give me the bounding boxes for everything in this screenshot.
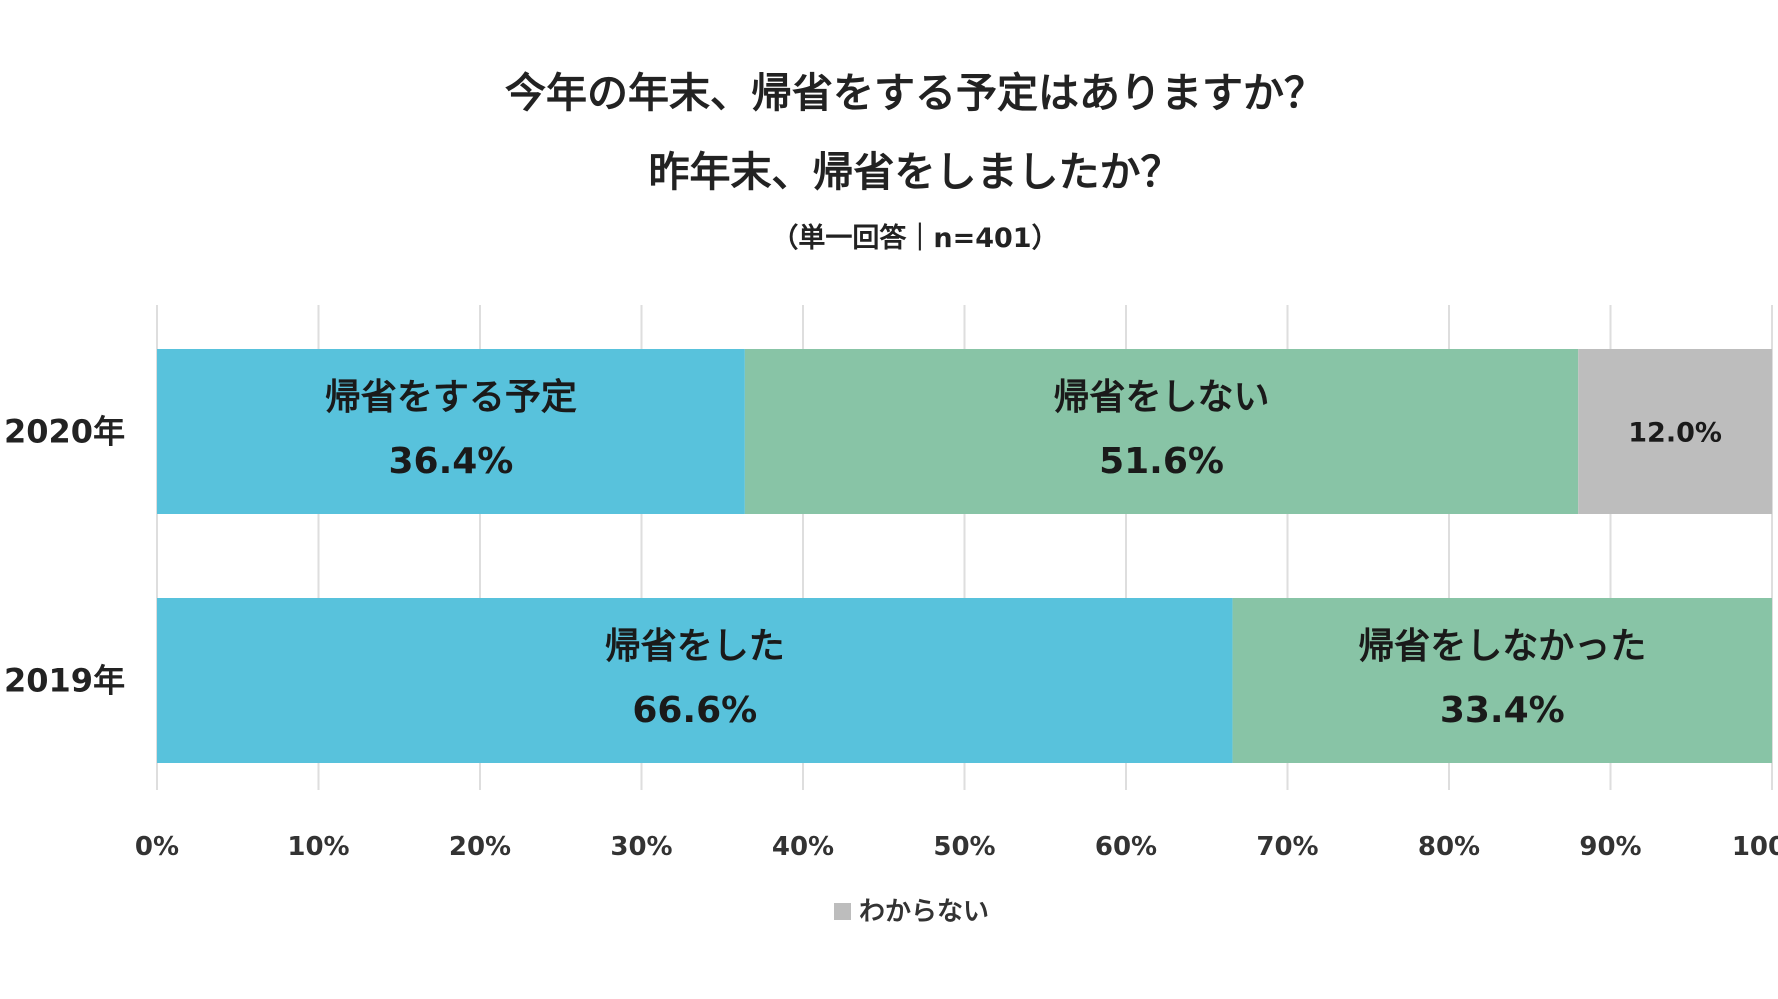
- segment-label: 帰省をする予定: [325, 377, 577, 418]
- x-tick-label: 30%: [610, 832, 672, 862]
- x-tick-label: 70%: [1256, 832, 1318, 862]
- bar-segment: [1578, 349, 1772, 514]
- bar-segment: [744, 349, 1579, 514]
- x-tick-label: 20%: [449, 832, 511, 862]
- y-category-label: 2020年: [4, 413, 125, 451]
- chart-title-line-1: 今年の年末、帰省をする予定はありますか？: [505, 69, 1325, 117]
- y-category-label: 2019年: [4, 662, 125, 700]
- x-tick-label: 40%: [772, 832, 834, 862]
- bar-segment: [157, 349, 745, 514]
- x-tick-label: 80%: [1418, 832, 1480, 862]
- legend: わからない: [834, 897, 989, 927]
- x-tick-label: 10%: [287, 832, 349, 862]
- data-label: 36.4%: [388, 441, 513, 482]
- x-tick-label: 50%: [933, 832, 995, 862]
- chart-subtitle: （単一回答｜n=401）: [771, 222, 1058, 254]
- x-tick-label: 60%: [1095, 832, 1157, 862]
- legend-swatch: [834, 903, 851, 920]
- legend-label: わからない: [859, 897, 989, 927]
- x-tick-label: 90%: [1579, 832, 1641, 862]
- data-label: 33.4%: [1440, 690, 1565, 731]
- segment-label: 帰省をしない: [1054, 377, 1270, 418]
- bar-segment: [1232, 598, 1772, 763]
- y-axis-labels: 2020年 2019年: [4, 413, 125, 700]
- bar-segment: [157, 598, 1233, 763]
- x-tick-label: 100%: [1732, 832, 1778, 862]
- segment-label: 帰省をした: [605, 626, 785, 667]
- data-label: 12.0%: [1628, 418, 1722, 449]
- x-tick-label: 0%: [135, 832, 179, 862]
- chart-title-line-2: 昨年末、帰省をしましたか？: [649, 148, 1182, 196]
- chart-title: 今年の年末、帰省をする予定はありますか？ 昨年末、帰省をしましたか？: [505, 69, 1325, 196]
- data-label: 66.6%: [632, 690, 757, 731]
- data-label: 51.6%: [1099, 441, 1224, 482]
- bars: 帰省をする予定 36.4% 帰省をしない 51.6% 12.0% 帰省をした 66.6% 帰省…: [157, 349, 1772, 763]
- segment-label: 帰省をしなかった: [1358, 626, 1646, 667]
- x-axis-tick-labels: 0% 10% 20% 30% 40% 50% 60% 70% 80% 90% 100%: [135, 832, 1778, 862]
